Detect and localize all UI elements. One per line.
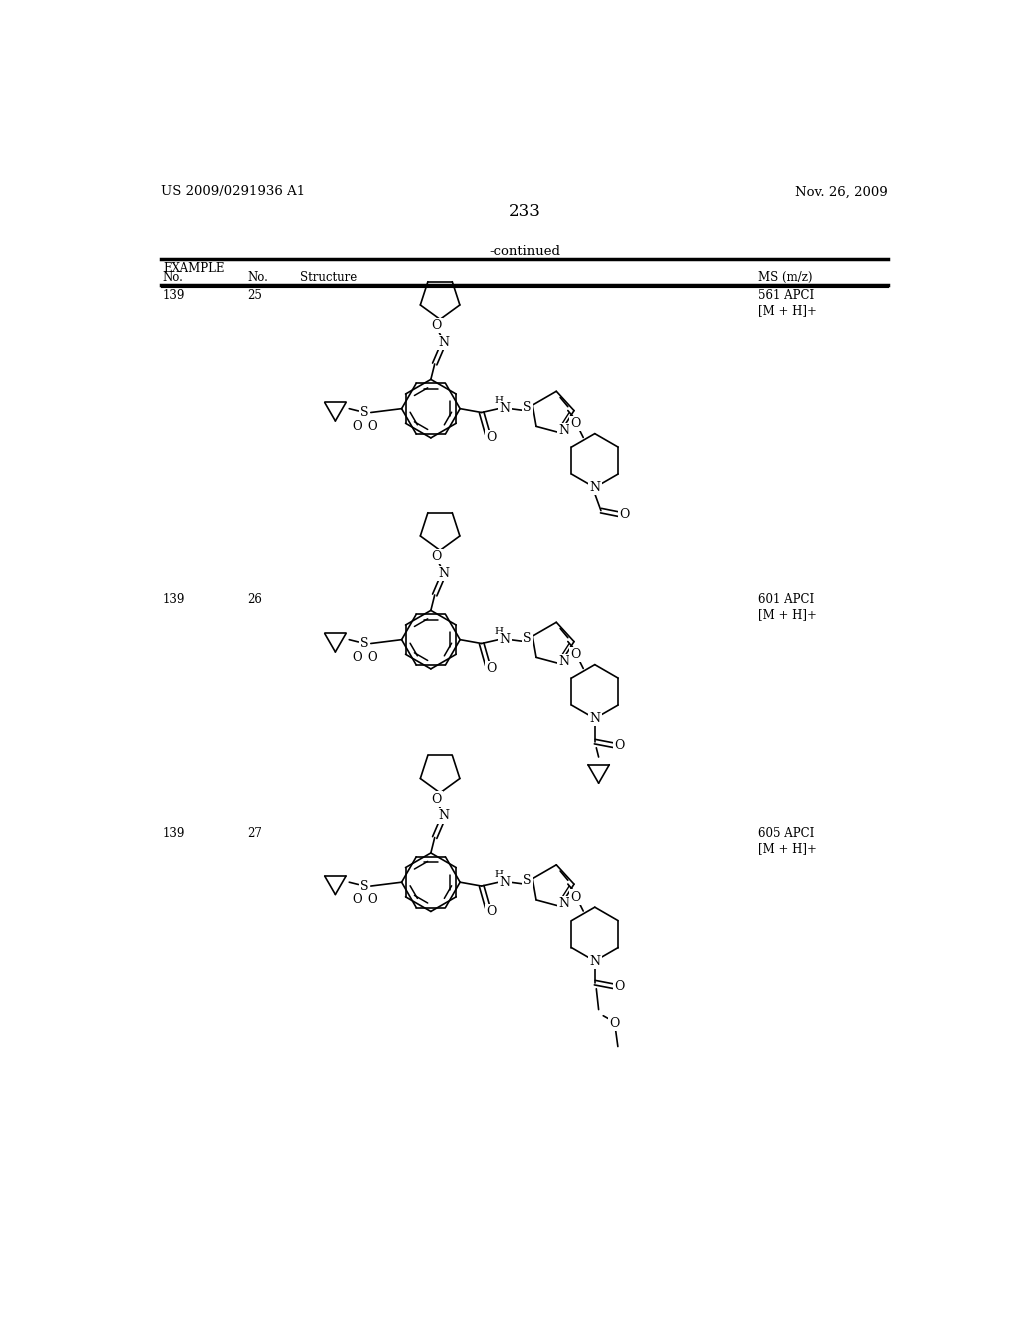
Text: 139: 139 (163, 289, 185, 302)
Text: MS (m/z): MS (m/z) (758, 271, 813, 284)
Text: No.: No. (163, 271, 183, 284)
Text: O: O (352, 894, 361, 907)
Text: O: O (486, 663, 497, 676)
Text: -continued: -continued (489, 244, 560, 257)
Text: N: N (500, 634, 510, 647)
Text: N: N (438, 335, 450, 348)
Text: N: N (438, 566, 450, 579)
Text: 26: 26 (248, 594, 262, 606)
Text: O: O (570, 891, 581, 904)
Text: S: S (523, 401, 531, 414)
Text: H: H (495, 870, 503, 879)
Text: O: O (486, 432, 497, 445)
Text: EXAMPLE: EXAMPLE (163, 261, 224, 275)
Text: O: O (431, 550, 441, 564)
Text: 27: 27 (248, 826, 262, 840)
Text: No.: No. (248, 271, 268, 284)
Text: 601 APCI
[M + H]+: 601 APCI [M + H]+ (758, 594, 817, 622)
Text: H: H (495, 396, 503, 405)
Text: O: O (614, 979, 625, 993)
Text: O: O (620, 508, 630, 521)
Text: Nov. 26, 2009: Nov. 26, 2009 (796, 185, 888, 198)
Text: 139: 139 (163, 594, 185, 606)
Text: O: O (431, 319, 441, 333)
Text: N: N (438, 809, 450, 822)
Text: O: O (352, 651, 361, 664)
Text: O: O (570, 648, 581, 661)
Text: 25: 25 (248, 289, 262, 302)
Text: N: N (589, 954, 600, 968)
Text: S: S (523, 632, 531, 645)
Text: O: O (368, 651, 377, 664)
Text: 233: 233 (509, 203, 541, 220)
Text: N: N (500, 875, 510, 888)
Text: N: N (589, 480, 600, 494)
Text: O: O (368, 894, 377, 907)
Text: O: O (570, 417, 581, 430)
Text: O: O (352, 420, 361, 433)
Text: O: O (614, 739, 625, 752)
Text: H: H (495, 627, 503, 636)
Text: 605 APCI
[M + H]+: 605 APCI [M + H]+ (758, 826, 817, 855)
Text: 139: 139 (163, 826, 185, 840)
Text: S: S (360, 407, 369, 418)
Text: US 2009/0291936 A1: US 2009/0291936 A1 (162, 185, 305, 198)
Text: O: O (368, 420, 377, 433)
Text: Structure: Structure (300, 271, 357, 284)
Text: O: O (431, 792, 441, 805)
Text: O: O (609, 1016, 620, 1030)
Text: N: N (589, 711, 600, 725)
Text: S: S (360, 879, 369, 892)
Text: N: N (500, 403, 510, 416)
Text: O: O (486, 906, 497, 917)
Text: N: N (558, 655, 569, 668)
Text: S: S (523, 874, 531, 887)
Text: S: S (360, 638, 369, 649)
Text: 561 APCI
[M + H]+: 561 APCI [M + H]+ (758, 289, 817, 317)
Text: N: N (558, 424, 569, 437)
Text: N: N (558, 898, 569, 911)
